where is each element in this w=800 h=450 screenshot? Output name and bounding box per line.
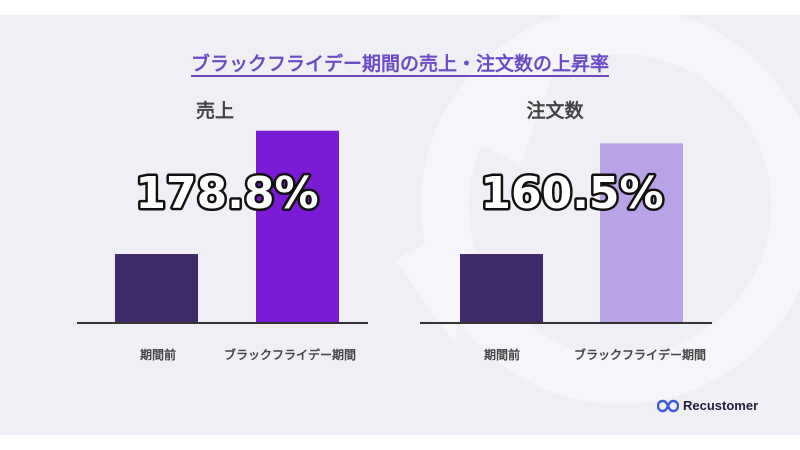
- infinity-logo-icon: [657, 399, 679, 412]
- category-label: 期間前: [484, 347, 520, 362]
- category-label: 期間前: [140, 347, 176, 362]
- slide: ブラックフライデー期間の売上・注文数の上昇率 売上期間前 ブラックフライデー期間 1…: [0, 15, 800, 435]
- bar-1: [115, 254, 198, 323]
- category-label: ブラックフライデー期間: [224, 347, 356, 362]
- bar-2: [600, 143, 683, 323]
- brand-logo: Recustomer: [657, 398, 758, 413]
- brand-name: Recustomer: [683, 398, 759, 413]
- chart-title: ブラックフライデー期間の売上・注文数の上昇率: [0, 49, 800, 76]
- panel-title: 注文数: [526, 99, 584, 122]
- bar-2: [256, 130, 339, 323]
- panel-title: 売上: [196, 99, 234, 122]
- background-arrow-decoration: [395, 15, 800, 404]
- category-label: ブラックフライデー期間: [574, 347, 706, 362]
- chart-title-text: ブラックフライデー期間の売上・注文数の上昇率: [190, 53, 609, 75]
- growth-rate-label: 178.8%: [135, 168, 318, 219]
- growth-rate-label: 160.5%: [480, 168, 663, 219]
- bar-1: [460, 254, 543, 323]
